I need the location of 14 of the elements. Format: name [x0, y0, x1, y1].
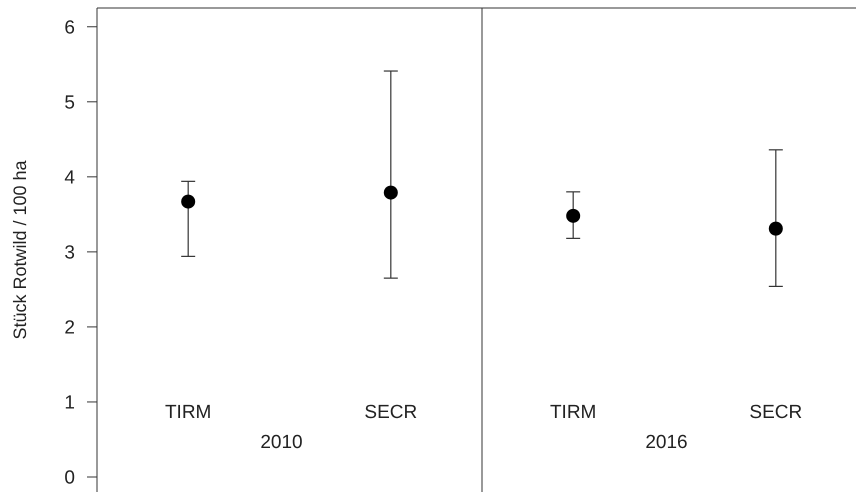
y-tick-label: 1 — [64, 392, 75, 414]
y-tick-label: 5 — [64, 92, 75, 114]
x-tick-label: TIRM — [164, 402, 212, 423]
y-tick-label: 3 — [64, 242, 75, 264]
y-tick-label: 6 — [64, 17, 75, 38]
y-tick-label: 0 — [64, 468, 75, 489]
x-tick-label: SECR — [749, 402, 802, 423]
y-tick-label: 4 — [64, 167, 76, 188]
y-axis-title: Stück Rotwild / 100 ha — [10, 159, 30, 340]
y-tick-label: 2 — [64, 318, 75, 339]
x-tick-label: SECR — [364, 402, 418, 423]
x-axis-title: 2016 — [645, 432, 688, 453]
x-axis-title: 2010 — [260, 432, 303, 453]
x-tick-label: TIRM — [550, 402, 596, 423]
